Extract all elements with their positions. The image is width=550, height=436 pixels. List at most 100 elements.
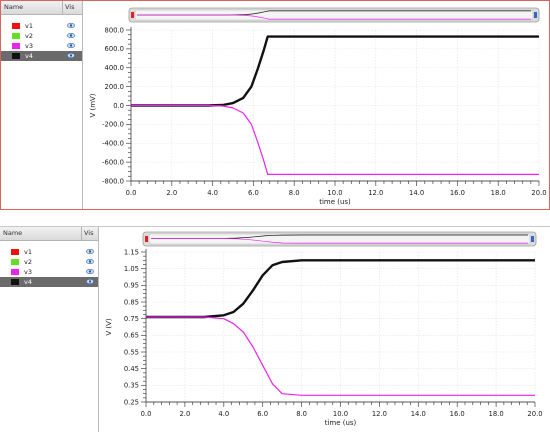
x-axis-label: time (us) xyxy=(325,419,357,427)
legend-item-v2[interactable]: v2 xyxy=(1,31,82,41)
y-tick-label: 0.0 xyxy=(113,102,124,110)
x-tick-label: 8.0 xyxy=(296,410,307,418)
x-tick-label: 2.0 xyxy=(166,189,177,197)
y-tick-label: -200.0 xyxy=(102,121,124,129)
series-line-v3[interactable] xyxy=(146,316,535,396)
legend-item-label: v2 xyxy=(24,258,32,266)
legend-item-v3[interactable]: v3 xyxy=(1,41,82,51)
x-tick-label: 6.0 xyxy=(257,410,268,418)
x-tick-label: 8.0 xyxy=(289,189,300,197)
legend-item-v1[interactable]: v1 xyxy=(0,247,98,257)
color-swatch xyxy=(12,23,20,29)
y-tick-label: 400.0 xyxy=(105,64,124,72)
legend-header-name: Name xyxy=(3,229,23,237)
grid xyxy=(145,251,536,403)
legend-item-label: v1 xyxy=(24,248,32,256)
x-tick-label: 2.0 xyxy=(179,410,190,418)
y-tick-label: -400.0 xyxy=(102,140,124,148)
series-line-v3[interactable] xyxy=(131,104,539,175)
visibility-eye-icon[interactable] xyxy=(86,278,94,285)
y-tick-label: -600.0 xyxy=(102,158,124,166)
legend-item-v4[interactable]: v4 xyxy=(1,51,82,61)
y-tick-label: 0.95 xyxy=(124,282,139,290)
y-tick-label: 0.75 xyxy=(124,315,139,323)
legend-header-vis: Vis xyxy=(84,229,94,237)
legend-header-vis: Vis xyxy=(65,3,75,11)
x-tick-label: 12.0 xyxy=(368,189,383,197)
y-axis-label: V (mV) xyxy=(89,93,97,117)
legend-item-label: v4 xyxy=(25,52,33,60)
color-swatch xyxy=(11,269,19,275)
scroll-right-marker[interactable] xyxy=(531,236,534,242)
x-tick-label: 16.0 xyxy=(450,410,465,418)
waveform-chart[interactable]: 0.0 2.0 4.0 6.0 8.0 10.0 12.0 14.0 16.0 18.0 20.0 8… xyxy=(83,1,549,209)
x-tick-label: 6.0 xyxy=(248,189,259,197)
x-tick-label: 0.0 xyxy=(126,189,137,197)
x-tick-label: 20.0 xyxy=(527,410,542,418)
visibility-eye-icon[interactable] xyxy=(86,248,94,255)
x-tick-label: 4.0 xyxy=(218,410,229,418)
x-tick-label: 14.0 xyxy=(411,410,426,418)
plot-area[interactable]: 0.0 2.0 4.0 6.0 8.0 10.0 12.0 14.0 16.0 18.0 20.0 1… xyxy=(99,227,550,432)
y-tick-label: -800.0 xyxy=(102,177,124,185)
x-tick-label: 10.0 xyxy=(333,410,348,418)
series-line-v4[interactable] xyxy=(146,259,535,319)
scrollbar-thumb[interactable] xyxy=(148,233,531,245)
x-tick-label: 10.0 xyxy=(327,189,342,197)
visibility-eye-icon[interactable] xyxy=(86,258,94,265)
visibility-eye-icon[interactable] xyxy=(67,52,75,59)
scroll-left-marker[interactable] xyxy=(131,12,134,18)
x-tick-label: 12.0 xyxy=(372,410,387,418)
scrollbar-thumb[interactable] xyxy=(134,9,534,21)
y-tick-label: 0.25 xyxy=(124,398,139,406)
x-tick-label: 18.0 xyxy=(491,189,506,197)
visibility-eye-icon[interactable] xyxy=(67,32,75,39)
overview-trace-v3 xyxy=(151,238,528,244)
legend-header: Name Vis xyxy=(0,227,98,241)
legend-item-v1[interactable]: v1 xyxy=(1,21,82,31)
waveform-panel-bottom: Name Vis v1 v2 v3 v4 0.0 2.0 4.0 6.0 8.0 10.0 12.… xyxy=(0,226,550,432)
overview-scrollbar[interactable] xyxy=(128,7,540,23)
legend-header: Name Vis xyxy=(1,1,82,15)
y-tick-label: 0.85 xyxy=(124,298,139,306)
color-swatch xyxy=(12,33,20,39)
x-tick-label: 4.0 xyxy=(207,189,218,197)
legend-item-v2[interactable]: v2 xyxy=(0,257,98,267)
legend-item-label: v2 xyxy=(25,32,33,40)
legend-header-name: Name xyxy=(4,3,24,11)
signal-legend: Name Vis v1 v2 v3 v4 xyxy=(1,1,83,209)
scroll-left-marker[interactable] xyxy=(145,236,148,242)
signal-legend: Name Vis v1 v2 v3 v4 xyxy=(0,227,99,432)
legend-item-label: v4 xyxy=(24,278,32,286)
series-line-v4[interactable] xyxy=(131,35,539,107)
y-tick-label: 1.15 xyxy=(124,248,139,256)
color-swatch xyxy=(12,53,20,59)
legend-item-label: v3 xyxy=(24,268,32,276)
x-tick-label: 16.0 xyxy=(450,189,465,197)
visibility-eye-icon[interactable] xyxy=(67,42,75,49)
x-tick-label: 18.0 xyxy=(489,410,504,418)
x-tick-label: 0.0 xyxy=(141,410,152,418)
y-axis-label: V (V) xyxy=(105,318,113,336)
y-tick-label: 800.0 xyxy=(105,26,124,34)
x-tick-label: 20.0 xyxy=(531,189,546,197)
color-swatch xyxy=(11,279,19,285)
x-tick-label: 14.0 xyxy=(409,189,424,197)
overview-trace-v3 xyxy=(137,14,531,20)
visibility-eye-icon[interactable] xyxy=(86,268,94,275)
legend-item-label: v3 xyxy=(25,42,33,50)
y-tick-label: 0.65 xyxy=(124,332,139,340)
color-swatch xyxy=(11,259,19,265)
x-axis-label: time (us) xyxy=(319,198,351,206)
legend-item-v4[interactable]: v4 xyxy=(0,277,98,287)
overview-scrollbar[interactable] xyxy=(142,231,537,247)
waveform-panel-top: Name Vis v1 v2 v3 v4 0.0 2.0 4.0 6.0 8.0 10.0 12.… xyxy=(0,0,550,210)
legend-item-v3[interactable]: v3 xyxy=(0,267,98,277)
legend-item-label: v1 xyxy=(25,22,33,30)
scroll-right-marker[interactable] xyxy=(534,12,537,18)
waveform-chart[interactable]: 0.0 2.0 4.0 6.0 8.0 10.0 12.0 14.0 16.0 18.0 20.0 1… xyxy=(99,227,550,432)
plot-area[interactable]: 0.0 2.0 4.0 6.0 8.0 10.0 12.0 14.0 16.0 18.0 20.0 8… xyxy=(83,1,549,209)
visibility-eye-icon[interactable] xyxy=(67,22,75,29)
y-tick-label: 0.55 xyxy=(124,348,139,356)
y-tick-label: 200.0 xyxy=(105,83,124,91)
